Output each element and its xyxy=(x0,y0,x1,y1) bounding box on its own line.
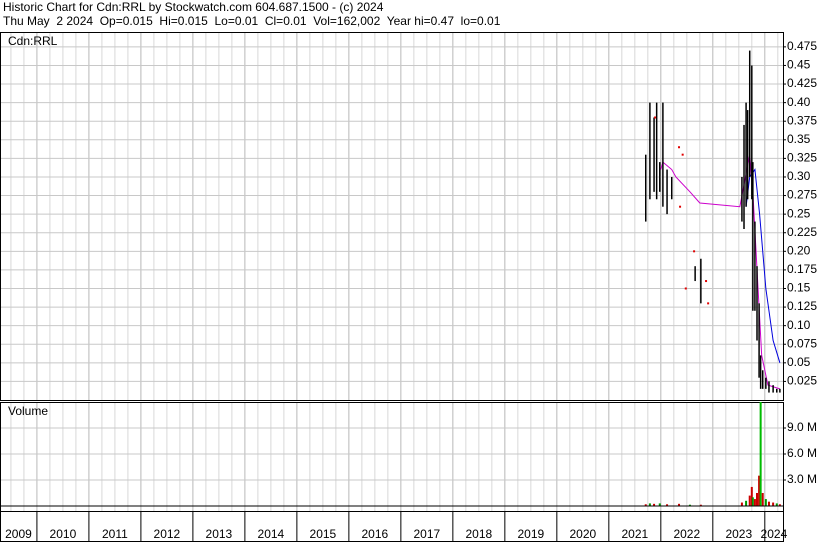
x-tick-label: 2014 xyxy=(258,527,285,541)
single-trade-point xyxy=(684,287,687,290)
y-tick-label: 0.125 xyxy=(787,299,817,313)
y-tick-label: 0.225 xyxy=(787,225,817,239)
x-tick-label: 2019 xyxy=(517,527,544,541)
volume-bar xyxy=(767,501,770,506)
volume-bar xyxy=(750,486,753,506)
moving-average-line xyxy=(745,168,781,363)
volume-bar xyxy=(699,504,702,506)
volume-bar xyxy=(688,504,691,506)
y-tick-label: 0.15 xyxy=(787,281,811,295)
y-tick-label: 0.375 xyxy=(787,113,817,127)
panel-title: Cdn:RRL xyxy=(8,34,58,48)
volume-bar xyxy=(753,499,756,506)
single-trade-point xyxy=(705,280,708,283)
y-tick-label: 0.45 xyxy=(787,58,811,72)
x-tick-label: 2020 xyxy=(569,527,596,541)
panel-frame xyxy=(0,32,784,401)
x-tick-label: 2010 xyxy=(50,527,77,541)
x-tick-label: 2021 xyxy=(621,527,648,541)
x-tick-label: 2022 xyxy=(673,527,700,541)
y-tick-label: 0.25 xyxy=(787,206,811,220)
x-tick-label: 2024 xyxy=(761,527,788,541)
y-tick-label: 0.20 xyxy=(787,243,811,257)
volume-bar xyxy=(775,503,778,506)
y-tick-label: 0.475 xyxy=(787,39,817,53)
x-axis-strip xyxy=(0,511,784,542)
x-tick-label: 2017 xyxy=(414,527,441,541)
x-tick-label: 2011 xyxy=(102,527,128,541)
x-tick-label: 2016 xyxy=(362,527,389,541)
y-tick-label: 9.0 M xyxy=(787,420,817,434)
y-tick-label: 0.025 xyxy=(787,374,817,388)
volume-bar xyxy=(648,503,651,506)
volume-bar xyxy=(756,493,759,506)
x-tick-label: 2023 xyxy=(725,527,752,541)
header-line: Historic Chart for Cdn:RRL by Stockwatch… xyxy=(3,0,384,14)
volume-bar xyxy=(772,502,775,506)
x-tick-label: 2012 xyxy=(154,527,181,541)
volume-bar xyxy=(751,497,754,506)
y-tick-label: 0.075 xyxy=(787,336,817,350)
volume-bar xyxy=(764,499,767,506)
y-tick-label: 0.325 xyxy=(787,151,817,165)
y-tick-label: 0.425 xyxy=(787,76,817,90)
y-tick-label: 0.275 xyxy=(787,188,817,202)
x-tick-label: 2018 xyxy=(465,527,492,541)
volume-bar xyxy=(778,504,781,506)
y-tick-label: 0.40 xyxy=(787,95,811,109)
y-tick-label: 0.35 xyxy=(787,132,811,146)
single-trade-point xyxy=(678,146,681,149)
single-trade-point xyxy=(654,116,657,119)
volume-bar xyxy=(678,503,681,506)
single-trade-point xyxy=(693,250,696,253)
moving-average-line xyxy=(660,154,781,390)
header-line: Thu May 2 2024 Op=0.015 Hi=0.015 Lo=0.01… xyxy=(3,14,501,28)
y-tick-label: 0.10 xyxy=(787,318,811,332)
single-trade-point xyxy=(707,302,710,305)
volume-bar xyxy=(759,402,762,506)
single-trade-point xyxy=(679,205,682,208)
volume-bar xyxy=(666,504,669,506)
panel-title: Volume xyxy=(8,404,48,418)
x-tick-label: 2009 xyxy=(5,527,32,541)
volume-bar xyxy=(644,504,647,506)
volume-bar xyxy=(658,503,661,506)
volume-bar xyxy=(740,502,743,506)
volume-bar xyxy=(748,495,751,506)
volume-bar xyxy=(761,493,764,506)
volume-bar xyxy=(758,475,761,506)
x-tick-label: 2015 xyxy=(310,527,337,541)
x-tick-label: 2013 xyxy=(206,527,233,541)
y-tick-label: 0.05 xyxy=(787,355,811,369)
y-tick-label: 6.0 M xyxy=(787,446,817,460)
volume-bar xyxy=(653,503,656,506)
y-tick-label: 0.30 xyxy=(787,169,811,183)
y-tick-label: 3.0 M xyxy=(787,472,817,486)
volume-bar xyxy=(745,500,748,506)
single-trade-point xyxy=(681,153,684,156)
y-tick-label: 0.175 xyxy=(787,262,817,276)
